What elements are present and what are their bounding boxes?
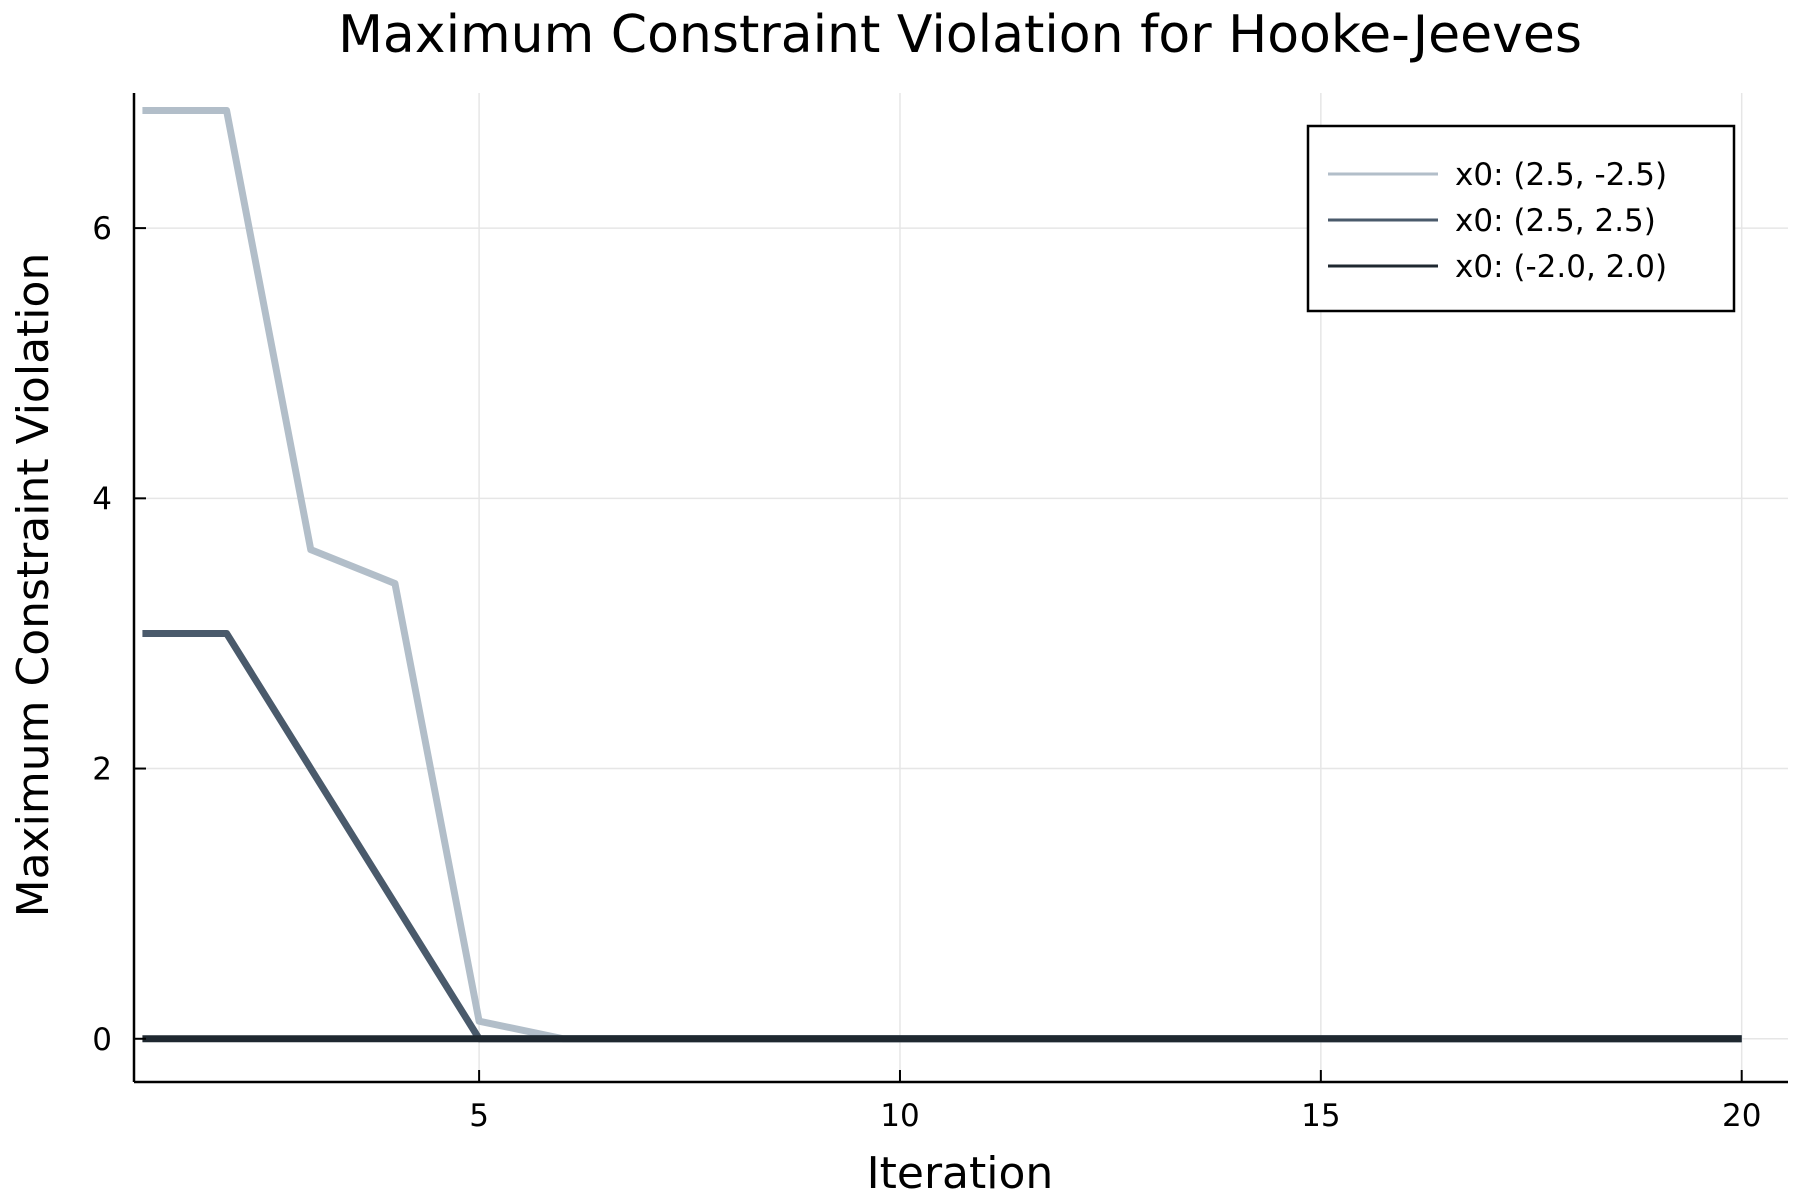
x-tick-label: 10 xyxy=(880,1098,919,1134)
y-tick-label: 4 xyxy=(92,481,112,517)
legend-label: x0: (-2.0, 2.0) xyxy=(1455,249,1667,285)
legend-label: x0: (2.5, -2.5) xyxy=(1455,157,1667,193)
x-tick-label: 5 xyxy=(469,1098,489,1134)
axes xyxy=(132,93,1788,1084)
tick-labels: 5 10 15 20 0 2 4 6 xyxy=(92,211,1761,1134)
x-tick-label: 20 xyxy=(1722,1098,1761,1134)
y-tick-label: 6 xyxy=(92,211,112,247)
x-tick-label: 15 xyxy=(1301,1098,1340,1134)
chart-title: Maximum Constraint Violation for Hooke-J… xyxy=(338,5,1582,65)
legend-label: x0: (2.5, 2.5) xyxy=(1455,203,1656,239)
series-lines xyxy=(142,107,1742,1043)
x-axis-label: Iteration xyxy=(867,1148,1054,1199)
legend: x0: (2.5, -2.5) x0: (2.5, 2.5) x0: (-2.0, … xyxy=(1306,124,1736,313)
y-tick-label: 2 xyxy=(92,752,112,788)
y-tick-label: 0 xyxy=(92,1022,112,1058)
y-axis-label: Maximum Constraint Violation xyxy=(8,253,59,918)
